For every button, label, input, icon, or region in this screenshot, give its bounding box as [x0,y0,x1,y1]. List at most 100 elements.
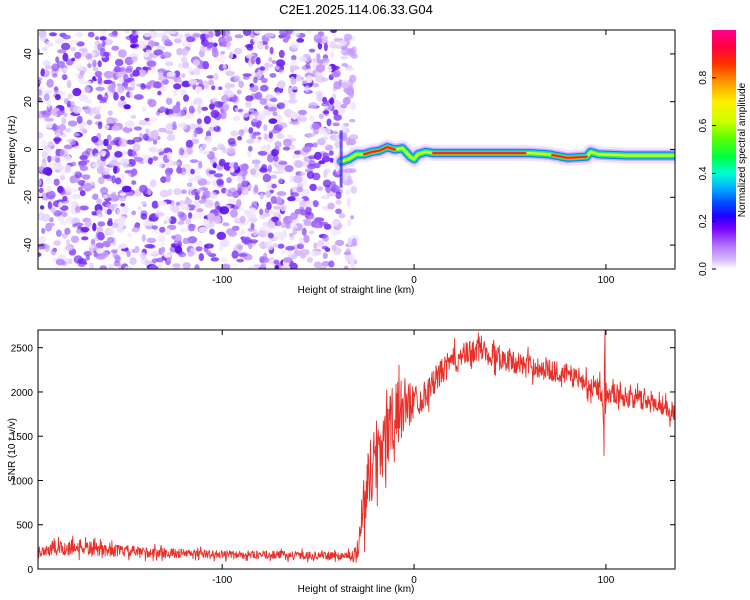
spectrogram-noise-point [278,49,285,59]
spectrogram-noise-point [234,107,239,112]
spectrogram-noise-point [108,160,119,167]
spectrogram-noise-point [99,47,106,57]
spectrogram-noise-point [100,186,109,195]
spectrogram-noise-point [222,104,229,112]
spectrogram-noise-point [124,170,133,174]
spectrogram-noise-point [146,237,157,243]
spectrogram-noise-point [151,129,159,139]
spectrogram-noise-point [147,98,157,108]
spectrogram-noise-point [46,78,54,88]
spectrogram-noise-point [139,40,147,50]
spectrogram-noise-point [180,89,187,96]
spectrogram-noise-point [322,252,328,259]
spectrogram-noise-point [237,136,243,141]
spectrogram-noise-point [38,240,42,246]
spectrogram-noise-point [326,169,331,174]
spectrogram-noise-point [103,79,113,85]
spectrogram-noise-point [97,139,105,146]
snr-x-tick-label: 100 [598,575,615,586]
spectrogram-noise-point [97,60,102,68]
spectrogram-noise-point [119,215,127,221]
spectrogram-noise-point [213,215,222,224]
spectrogram-noise-point [106,134,112,141]
spectrogram-noise-point [95,86,105,92]
spectrogram-noise-point [126,191,135,197]
spectrogram-noise-point [145,128,150,134]
spectrogram-noise-point [210,119,219,128]
spectrogram-noise-point [273,155,279,162]
spectrogram-noise-point [76,115,83,124]
spectrogram-noise-point [236,199,242,208]
spectrogram-noise-point [272,170,283,175]
spectrogram-noise-point [248,239,259,244]
colorbar-ticks: 0.0 0.2 0.4 0.6 0.8 [698,70,716,276]
spectrogram-noise-point [276,196,282,205]
spectrogram-noise-point [226,36,233,42]
spectrogram-noise-points [38,30,360,269]
spectrogram-noise-point [226,41,231,50]
spectrogram-noise-point [345,66,355,72]
spectrogram-noise-point [229,186,237,193]
spectrogram-noise-point [335,199,342,205]
spectrogram-noise-point [278,122,288,129]
snr-y-tick-label: 1000 [11,476,34,487]
spectrogram-noise-point [53,137,62,143]
spectrogram-noise-point [168,160,174,167]
spectrogram-noise-point [45,223,53,232]
spectrogram-noise-point [158,70,163,79]
spectrogram-noise-point [259,167,268,173]
spectrogram-noise-point [331,229,341,236]
spectrogram-noise-point [258,230,266,237]
spectrogram-noise-point [306,132,316,137]
spectrogram-noise-point [230,83,235,88]
spectrogram-noise-point [100,30,106,37]
spectrogram-noise-point [345,137,351,146]
spectrogram-noise-point [55,229,62,237]
spectrogram-noise-point [242,30,252,36]
spectrogram-noise-point [254,91,263,100]
spectrogram-noise-point [44,65,54,70]
spectrogram-noise-point [317,239,324,247]
spectrogram-noise-point [265,63,274,68]
spectrogram-noise-point [283,138,292,147]
spectrogram-noise-point [272,111,278,116]
spectrogram-noise-point [333,81,342,90]
spectrogram-noise-point [252,37,259,43]
spectrogram-noise-point [320,195,330,200]
spectrogram-noise-point [274,91,281,96]
spectrogram-noise-point [148,117,158,123]
spectrogram-noise-point [246,213,257,219]
spectrogram-panel: -100 0 100 -40 -20 0 20 40 Height of straight l… [7,29,676,296]
spectrogram-noise-point [38,178,42,187]
spectrogram-noise-point [44,90,53,94]
spectrogram-noise-point [243,186,249,195]
spectrogram-noise-point [117,161,122,167]
spectrogram-noise-point [248,145,253,152]
spectrogram-noise-point [305,200,314,208]
spectrogram-noise-point [269,97,278,103]
spectrogram-noise-point [333,37,341,42]
spectrogram-noise-point [253,184,259,193]
spectrogram-noise-point [159,226,166,233]
spectrogram-noise-point [61,74,68,81]
spectrogram-track-red [551,154,588,159]
spectrogram-noise-point [96,255,106,260]
spectrogram-noise-point [187,182,193,187]
spectrogram-noise-point [259,208,264,216]
spectrogram-noise-point [41,213,51,222]
spectrogram-noise-point [280,204,287,212]
spectrogram-noise-point [146,60,157,67]
spectrogram-noise-point [274,141,282,148]
spectrogram-noise-point [83,80,92,85]
spectrogram-noise-point [271,60,277,64]
colorbar-tick-label: 0.8 [698,70,709,84]
spectrogram-noise-point [300,209,307,216]
spectrogram-noise-point [218,158,226,167]
spectrogram-noise-point [301,227,307,236]
spectrogram-noise-point [62,67,68,73]
snr-y-axis-label: SNR (10 * v/v) [7,418,18,482]
spectrogram-noise-point [278,161,288,165]
spectrogram-noise-point [291,85,299,90]
spectrogram-noise-point [258,242,267,248]
spectrogram-noise-point [182,171,192,177]
